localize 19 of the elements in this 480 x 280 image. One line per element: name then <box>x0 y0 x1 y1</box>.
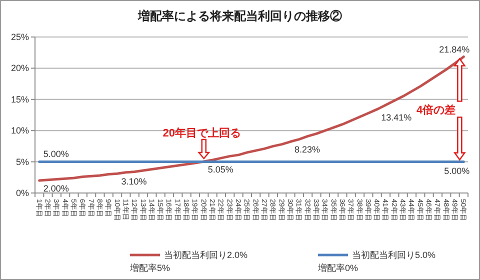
annotation: 20年目で上回る <box>162 126 241 140</box>
data-label: 5.00% <box>444 166 470 176</box>
legend-label: 当初配当利回り2.0% 増配率5% <box>129 250 248 273</box>
y-tick-label: 0% <box>16 188 29 198</box>
data-label: 5.00% <box>43 148 69 159</box>
data-label: 13.41% <box>381 112 412 122</box>
y-tick-label: 5% <box>16 156 29 167</box>
y-tick-label: 20% <box>10 63 29 74</box>
legend-label: 当初配当利回り5.0% 増配率0% <box>317 250 436 273</box>
data-label: 2.00% <box>43 184 69 194</box>
y-tick-label: 15% <box>10 94 29 104</box>
data-label: 8.23% <box>294 144 320 155</box>
y-tick-label: 10% <box>10 126 29 136</box>
y-tick-label: 25% <box>10 32 29 42</box>
chart-title: 増配率による将来配当利回りの推移② <box>137 9 342 23</box>
annotation: 4倍の差 <box>416 103 456 116</box>
data-label: 5.05% <box>208 164 234 174</box>
data-label: 21.84% <box>439 44 470 55</box>
data-label: 3.10% <box>121 176 147 187</box>
